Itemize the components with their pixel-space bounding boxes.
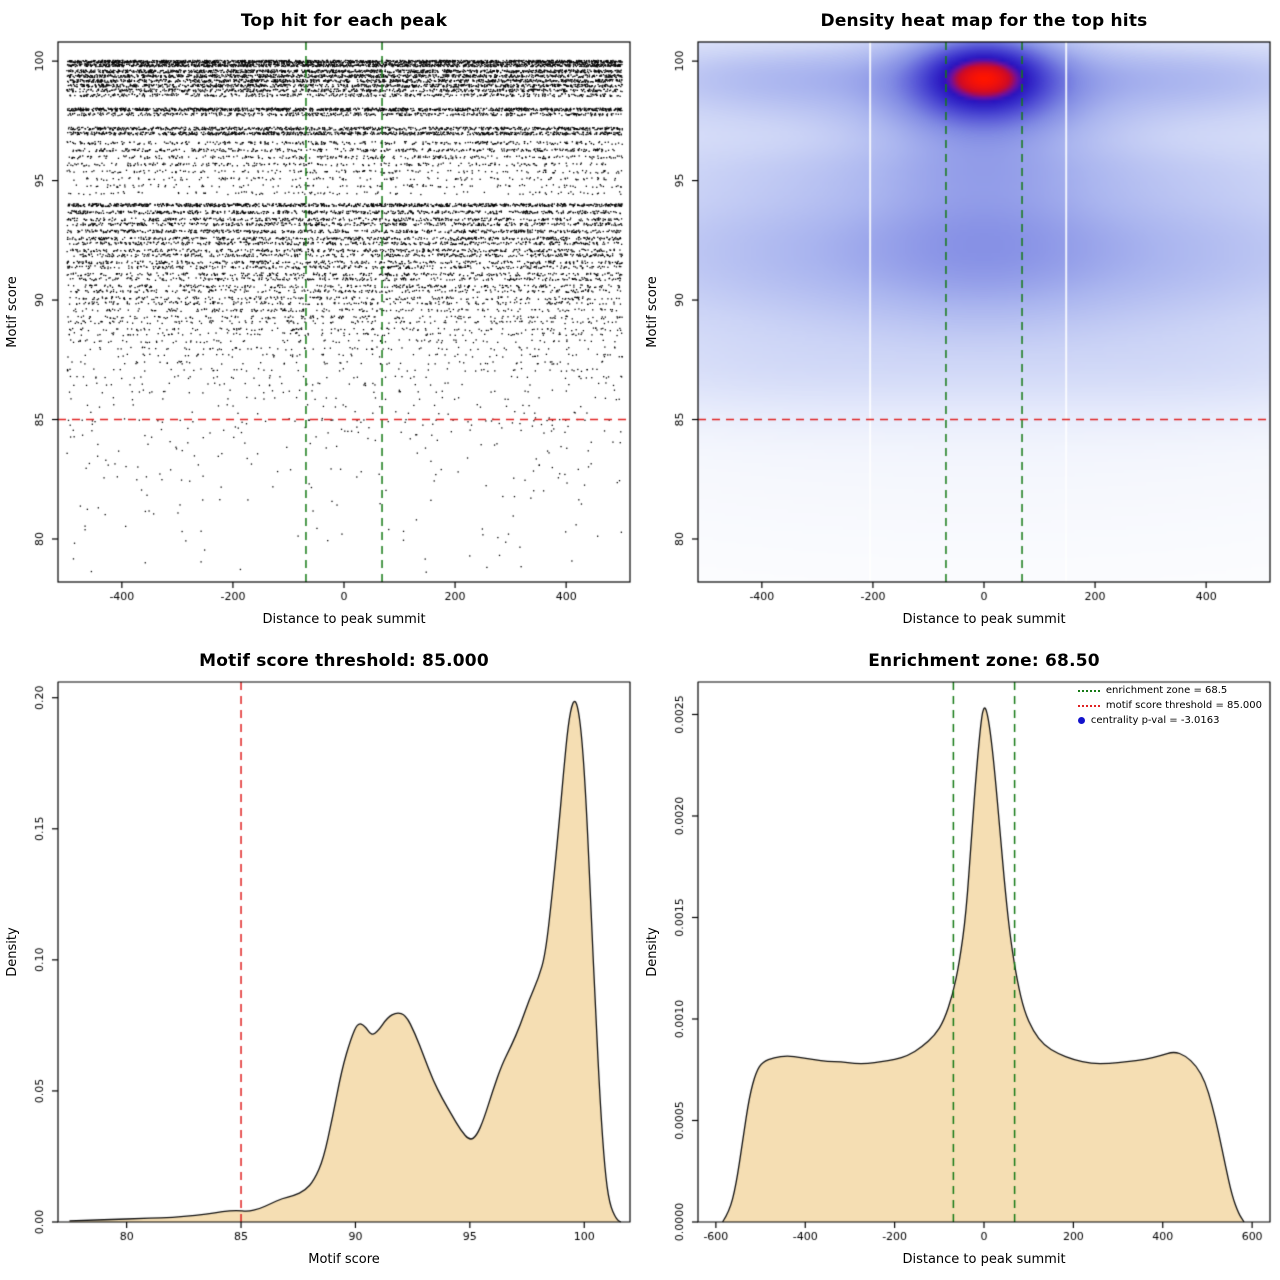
heatmap-plot-canvas — [640, 0, 1280, 640]
plot-legend: enrichment zone = 68.5 motif score thres… — [1077, 684, 1262, 729]
distance-density-plot-canvas — [640, 640, 1280, 1280]
x-axis-label: Motif score — [308, 1252, 380, 1267]
score-threshold-line-icon — [1077, 704, 1100, 707]
x-axis-label: Distance to peak summit — [902, 1252, 1066, 1267]
chart-title: Enrichment zone: 68.50 — [868, 651, 1100, 671]
panel-distance-density: Enrichment zone: 68.50 Density Distance … — [640, 640, 1280, 1280]
centrality-point-icon — [1077, 717, 1085, 724]
legend-item-centrality-pval: centrality p-val = -3.0163 — [1077, 714, 1262, 727]
chart-title: Motif score threshold: 85.000 — [199, 651, 489, 671]
legend-item-enrichment-zone: enrichment zone = 68.5 — [1077, 684, 1262, 697]
chart-title: Density heat map for the top hits — [820, 11, 1148, 31]
scatter-plot-canvas — [0, 0, 640, 640]
legend-label: motif score threshold = 85.000 — [1105, 700, 1262, 711]
y-axis-label: Motif score — [5, 276, 20, 348]
y-axis-label: Motif score — [645, 276, 660, 348]
legend-label: enrichment zone = 68.5 — [1105, 685, 1228, 696]
chart-title: Top hit for each peak — [240, 11, 448, 31]
x-axis-label: Distance to peak summit — [902, 612, 1066, 627]
x-axis-label: Distance to peak summit — [262, 612, 426, 627]
y-axis-label: Density — [645, 927, 660, 977]
legend-item-score-threshold: motif score threshold = 85.000 — [1077, 699, 1262, 712]
score-density-plot-canvas — [0, 640, 640, 1280]
legend-label: centrality p-val = -3.0163 — [1090, 715, 1220, 726]
y-axis-label: Density — [5, 927, 20, 977]
panel-motif-score-density: Motif score threshold: 85.000 Density Mo… — [0, 640, 640, 1280]
panel-top-hit-scatter: Top hit for each peak Motif score Distan… — [0, 0, 640, 640]
enrichment-zone-line-icon — [1077, 689, 1100, 692]
panel-density-heatmap: Density heat map for the top hits Motif … — [640, 0, 1280, 640]
